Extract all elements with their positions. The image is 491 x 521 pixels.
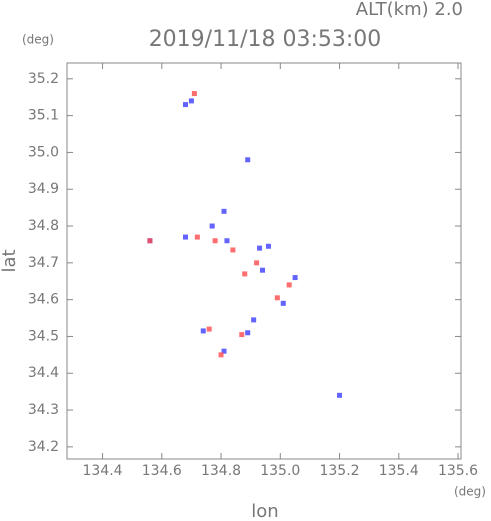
echo-point bbox=[221, 348, 227, 354]
plot-frame bbox=[66, 62, 462, 460]
echo-point bbox=[286, 282, 292, 288]
echo-point bbox=[206, 326, 212, 332]
y-tick-label: 34.6 bbox=[28, 292, 59, 308]
echo-point bbox=[191, 91, 197, 97]
y-tick-label: 35.1 bbox=[28, 108, 59, 124]
x-tick-label: 135.0 bbox=[260, 463, 300, 479]
echo-point bbox=[245, 330, 251, 336]
echo-point bbox=[212, 238, 218, 244]
echo-point bbox=[254, 260, 260, 266]
y-tick-label: 34.4 bbox=[28, 365, 59, 381]
x-unit: (deg) bbox=[454, 485, 486, 499]
echo-point bbox=[251, 317, 257, 323]
y-unit: (deg) bbox=[22, 33, 54, 47]
echo-point bbox=[257, 245, 263, 251]
echo-point bbox=[188, 98, 194, 104]
echo-point bbox=[182, 102, 188, 108]
x-tick-label: 134.4 bbox=[83, 463, 123, 479]
echo-point bbox=[200, 328, 206, 334]
echo-point bbox=[245, 157, 251, 163]
y-tick-label: 34.2 bbox=[28, 439, 59, 455]
x-tick-label: 135.2 bbox=[319, 463, 359, 479]
echo-point bbox=[280, 300, 286, 306]
y-tick-label: 34.5 bbox=[28, 328, 59, 344]
echo-point bbox=[182, 234, 188, 240]
x-tick-label: 134.6 bbox=[142, 463, 182, 479]
echo-point bbox=[209, 223, 215, 229]
echo-point bbox=[239, 332, 245, 338]
y-axis-label: lat bbox=[0, 249, 20, 272]
echo-point bbox=[194, 234, 200, 240]
altitude-label: ALT(km) 2.0 bbox=[356, 0, 463, 20]
y-tick-label: 35.0 bbox=[28, 144, 59, 160]
echo-point bbox=[242, 271, 248, 277]
echo-point bbox=[265, 243, 271, 249]
echo-point bbox=[147, 238, 153, 244]
echo-point bbox=[337, 392, 343, 398]
y-tick-label: 34.7 bbox=[28, 255, 59, 271]
echo-point bbox=[230, 247, 236, 253]
y-tick-label: 34.3 bbox=[28, 402, 59, 418]
y-tick-label: 34.8 bbox=[28, 218, 59, 234]
echo-point bbox=[221, 208, 227, 214]
echo-point bbox=[224, 238, 230, 244]
x-tick-label: 134.8 bbox=[201, 463, 241, 479]
echo-point bbox=[274, 295, 280, 301]
x-axis-label: lon bbox=[251, 501, 278, 521]
echo-point bbox=[260, 267, 266, 273]
y-tick-label: 35.2 bbox=[28, 71, 59, 87]
chart-title: 2019/11/18 03:53:00 bbox=[149, 27, 382, 52]
y-tick-label: 34.9 bbox=[28, 181, 59, 197]
x-tick-label: 135.4 bbox=[379, 463, 419, 479]
echo-point bbox=[218, 352, 224, 358]
echo-point bbox=[292, 275, 298, 281]
x-tick-label: 135.6 bbox=[438, 463, 478, 479]
